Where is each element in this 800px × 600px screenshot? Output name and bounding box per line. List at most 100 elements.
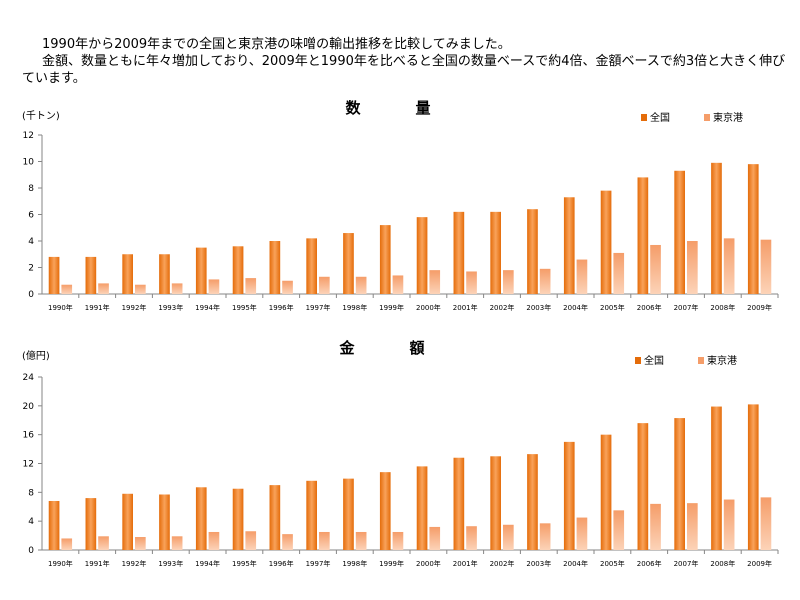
bar-national <box>490 456 501 550</box>
x-tick-label: 2004年 <box>563 303 588 312</box>
bar-tokyo <box>319 531 330 550</box>
bar-national <box>711 406 722 550</box>
x-tick-label: 2009年 <box>747 303 772 312</box>
bar-national <box>122 254 133 294</box>
bar-national <box>48 256 60 294</box>
bar-tokyo <box>429 526 441 550</box>
bar-national <box>122 493 133 550</box>
y-tick-label: 4 <box>28 237 34 247</box>
bar-tokyo <box>687 503 698 550</box>
bar-national <box>269 485 281 550</box>
x-tick-label: 2008年 <box>710 303 735 312</box>
legend-swatch-tokyo <box>704 114 710 121</box>
bar-tokyo <box>613 252 625 294</box>
bar-tokyo <box>282 534 293 550</box>
chart-title: 数 量 <box>345 99 450 117</box>
x-tick-label: 2004年 <box>563 559 588 568</box>
bar-national <box>343 233 354 294</box>
quantity-chart: 数 量 (千トン) 全国 東京港 0 2 4 6 8 10 12 1990年 1991年 1992年 199… <box>22 99 779 312</box>
bar-tokyo <box>98 283 109 294</box>
x-tick-label: 1996年 <box>269 303 294 312</box>
value-chart: 金 額 (億円) 全国 東京港 0 4 8 12 16 20 24 1990年 1991年 1992年 19… <box>22 339 779 568</box>
y-tick-label: 8 <box>28 184 34 194</box>
bar-tokyo <box>135 284 146 294</box>
x-tick-label: 1999年 <box>379 559 404 568</box>
bar-national <box>416 217 428 294</box>
bar-tokyo <box>650 503 661 550</box>
x-tick-label: 2007年 <box>674 559 699 568</box>
bar-national <box>379 472 391 550</box>
bar-national <box>195 487 207 550</box>
bar-tokyo <box>282 280 293 294</box>
bar-national <box>232 246 244 294</box>
y-tick-label: 6 <box>28 211 34 221</box>
x-tick-label: 1993年 <box>158 559 183 568</box>
bar-tokyo <box>392 275 404 294</box>
bar-national <box>747 404 759 550</box>
bar-tokyo <box>135 537 146 550</box>
bar-tokyo <box>61 284 73 294</box>
chart-title: 金 額 <box>338 339 444 357</box>
bar-tokyo <box>245 278 257 294</box>
bar-tokyo <box>245 531 257 550</box>
y-tick-label: 10 <box>23 158 35 168</box>
bar-tokyo <box>503 524 514 550</box>
bar-tokyo <box>98 536 109 550</box>
bar-national <box>674 418 685 550</box>
x-tick-label: 1993年 <box>158 303 183 312</box>
bar-national <box>85 498 97 550</box>
bar-national <box>711 162 722 294</box>
x-tick-label: 2000年 <box>416 559 441 568</box>
bar-national <box>637 177 649 294</box>
legend-swatch-national <box>635 357 641 364</box>
y-tick-label: 0 <box>28 546 34 556</box>
bar-national <box>600 434 612 550</box>
bar-tokyo <box>687 241 698 294</box>
y-tick-label: 0 <box>28 290 34 300</box>
bar-national <box>159 254 170 294</box>
bar-tokyo <box>576 517 588 550</box>
x-tick-label: 2002年 <box>490 559 515 568</box>
x-tick-label: 1991年 <box>85 559 110 568</box>
x-tick-label: 2005年 <box>600 303 625 312</box>
x-tick-label: 2005年 <box>600 559 625 568</box>
y-axis-unit-label: (千トン) <box>22 110 60 122</box>
bar-national <box>563 197 575 294</box>
bar-national <box>453 211 465 294</box>
x-tick-label: 1999年 <box>379 303 404 312</box>
bar-tokyo <box>723 238 735 294</box>
y-tick-label: 8 <box>28 488 34 498</box>
x-tick-label: 1990年 <box>48 303 73 312</box>
y-tick-label: 12 <box>23 460 34 470</box>
legend-label-tokyo: 東京港 <box>713 111 743 124</box>
bar-national <box>416 466 428 550</box>
y-tick-label: 12 <box>23 131 34 141</box>
x-tick-label: 1994年 <box>195 303 220 312</box>
bar-national <box>747 164 759 294</box>
bar-national <box>195 247 207 294</box>
bar-national <box>379 225 391 294</box>
bar-tokyo <box>539 523 551 550</box>
bar-national <box>453 457 465 550</box>
legend-label-national: 全国 <box>644 354 664 367</box>
legend-swatch-tokyo <box>698 357 704 364</box>
y-tick-label: 20 <box>23 402 35 412</box>
bar-national <box>269 241 281 294</box>
x-tick-label: 1991年 <box>85 303 110 312</box>
x-tick-label: 1992年 <box>122 303 147 312</box>
bar-tokyo <box>355 531 367 550</box>
x-tick-label: 2002年 <box>490 303 515 312</box>
bar-national <box>159 494 170 550</box>
legend-label-national: 全国 <box>650 111 670 124</box>
y-tick-label: 24 <box>23 373 35 383</box>
bar-tokyo <box>650 244 661 294</box>
bar-tokyo <box>723 499 735 550</box>
x-tick-label: 1998年 <box>342 303 367 312</box>
bar-tokyo <box>760 239 772 294</box>
x-tick-label: 2001年 <box>453 559 478 568</box>
bar-tokyo <box>355 276 367 294</box>
intro-line-1: 1990年から2009年までの全国と東京港の味噌の輸出推移を比較してみました。 <box>42 37 511 52</box>
bar-tokyo <box>208 279 220 294</box>
x-tick-label: 2009年 <box>747 559 772 568</box>
y-tick-label: 4 <box>28 517 34 527</box>
